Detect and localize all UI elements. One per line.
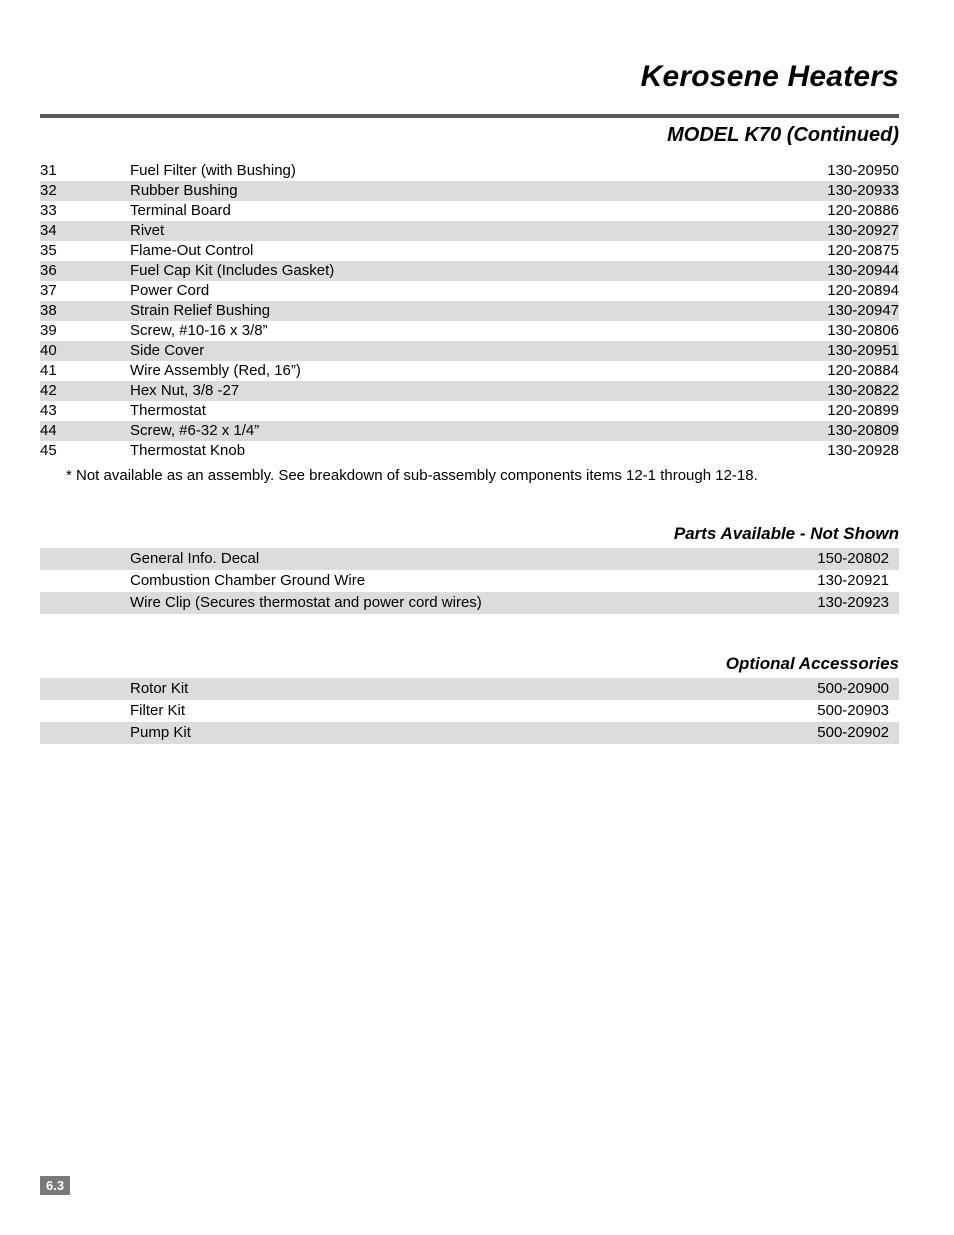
table-row: Wire Clip (Secures thermostat and power … xyxy=(40,592,899,614)
table-row: 41Wire Assembly (Red, 16”)120-20884 xyxy=(40,361,899,381)
part-number: 32 xyxy=(40,181,130,201)
table-row: 34Rivet130-20927 xyxy=(40,221,899,241)
part-code: 130-20944 xyxy=(779,261,899,281)
part-number: 35 xyxy=(40,241,130,261)
table-row: 44Screw, #6-32 x 1/4”130-20809 xyxy=(40,421,899,441)
part-description: Combustion Chamber Ground Wire xyxy=(40,570,779,592)
parts-table: 31Fuel Filter (with Bushing)130-2095032R… xyxy=(40,161,899,461)
part-description: Fuel Filter (with Bushing) xyxy=(130,161,779,181)
table-row: 43Thermostat120-20899 xyxy=(40,401,899,421)
part-code: 130-20928 xyxy=(779,441,899,461)
part-number: 41 xyxy=(40,361,130,381)
part-code: 500-20903 xyxy=(779,700,899,722)
part-number: 40 xyxy=(40,341,130,361)
part-description: Screw, #10-16 x 3/8” xyxy=(130,321,779,341)
part-code: 130-20806 xyxy=(779,321,899,341)
part-description: Rivet xyxy=(130,221,779,241)
page-number: 6.3 xyxy=(40,1176,70,1195)
part-code: 120-20886 xyxy=(779,201,899,221)
part-code: 150-20802 xyxy=(779,548,899,570)
part-code: 130-20933 xyxy=(779,181,899,201)
section-heading-notshown: Parts Available - Not Shown xyxy=(40,524,899,544)
part-code: 130-20822 xyxy=(779,381,899,401)
part-code: 130-20923 xyxy=(779,592,899,614)
part-number: 33 xyxy=(40,201,130,221)
part-number: 45 xyxy=(40,441,130,461)
page-title: Kerosene Heaters xyxy=(40,60,899,94)
part-description: Hex Nut, 3/8 -27 xyxy=(130,381,779,401)
part-number: 37 xyxy=(40,281,130,301)
part-number: 39 xyxy=(40,321,130,341)
table-row: 42Hex Nut, 3/8 -27130-20822 xyxy=(40,381,899,401)
table-row: Pump Kit500-20902 xyxy=(40,722,899,744)
part-description: Terminal Board xyxy=(130,201,779,221)
table-row: 32Rubber Bushing130-20933 xyxy=(40,181,899,201)
part-description: Strain Relief Bushing xyxy=(130,301,779,321)
part-description: Wire Clip (Secures thermostat and power … xyxy=(40,592,779,614)
page-subtitle: MODEL K70 (Continued) xyxy=(40,124,899,147)
table-row: 36Fuel Cap Kit (Includes Gasket)130-2094… xyxy=(40,261,899,281)
part-code: 500-20900 xyxy=(779,678,899,700)
table-row: 33Terminal Board120-20886 xyxy=(40,201,899,221)
part-description: Rotor Kit xyxy=(40,678,779,700)
part-description: Filter Kit xyxy=(40,700,779,722)
part-description: Fuel Cap Kit (Includes Gasket) xyxy=(130,261,779,281)
section-heading-optional: Optional Accessories xyxy=(40,654,899,674)
table-row: Rotor Kit500-20900 xyxy=(40,678,899,700)
part-number: 42 xyxy=(40,381,130,401)
table-row: 45Thermostat Knob130-20928 xyxy=(40,441,899,461)
part-code: 130-20947 xyxy=(779,301,899,321)
part-code: 120-20884 xyxy=(779,361,899,381)
table-row: Combustion Chamber Ground Wire130-20921 xyxy=(40,570,899,592)
part-code: 130-20921 xyxy=(779,570,899,592)
part-number: 38 xyxy=(40,301,130,321)
part-number: 31 xyxy=(40,161,130,181)
table-row: 31Fuel Filter (with Bushing)130-20950 xyxy=(40,161,899,181)
part-number: 36 xyxy=(40,261,130,281)
part-code: 130-20927 xyxy=(779,221,899,241)
part-code: 130-20809 xyxy=(779,421,899,441)
notshown-table: General Info. Decal150-20802Combustion C… xyxy=(40,548,899,614)
part-code: 130-20950 xyxy=(779,161,899,181)
table-row: Filter Kit500-20903 xyxy=(40,700,899,722)
part-code: 120-20894 xyxy=(779,281,899,301)
footnote: * Not available as an assembly. See brea… xyxy=(66,467,899,484)
title-rule xyxy=(40,114,899,118)
part-description: Thermostat Knob xyxy=(130,441,779,461)
part-description: Rubber Bushing xyxy=(130,181,779,201)
part-number: 43 xyxy=(40,401,130,421)
table-row: General Info. Decal150-20802 xyxy=(40,548,899,570)
part-code: 120-20899 xyxy=(779,401,899,421)
optional-table: Rotor Kit500-20900Filter Kit500-20903Pum… xyxy=(40,678,899,744)
part-number: 34 xyxy=(40,221,130,241)
part-description: Power Cord xyxy=(130,281,779,301)
table-row: 37Power Cord120-20894 xyxy=(40,281,899,301)
part-description: Pump Kit xyxy=(40,722,779,744)
part-description: Flame-Out Control xyxy=(130,241,779,261)
table-row: 39Screw, #10-16 x 3/8”130-20806 xyxy=(40,321,899,341)
part-code: 120-20875 xyxy=(779,241,899,261)
part-number: 44 xyxy=(40,421,130,441)
part-description: General Info. Decal xyxy=(40,548,779,570)
part-code: 130-20951 xyxy=(779,341,899,361)
part-description: Thermostat xyxy=(130,401,779,421)
part-description: Side Cover xyxy=(130,341,779,361)
part-description: Screw, #6-32 x 1/4” xyxy=(130,421,779,441)
part-code: 500-20902 xyxy=(779,722,899,744)
part-description: Wire Assembly (Red, 16”) xyxy=(130,361,779,381)
table-row: 35Flame-Out Control120-20875 xyxy=(40,241,899,261)
table-row: 40Side Cover130-20951 xyxy=(40,341,899,361)
table-row: 38Strain Relief Bushing130-20947 xyxy=(40,301,899,321)
